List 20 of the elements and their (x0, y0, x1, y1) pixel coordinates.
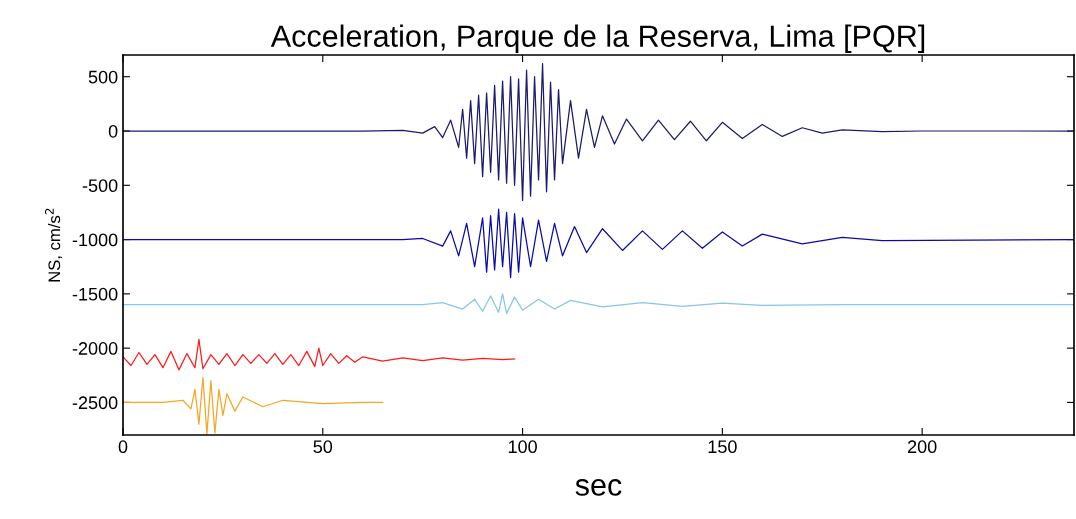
chart-title: Acceleration, Parque de la Reserva, Lima [PQR] (270, 24, 925, 54)
line-series (123, 376, 384, 435)
y-tick-label: -500 (82, 179, 118, 193)
y-axis-title: NS, cm/s$^{2}$ (45, 208, 63, 282)
y-tick-label: -1500 (72, 287, 118, 301)
x-tick-label: 200 (908, 440, 937, 454)
x-tick-label: 0 (118, 440, 128, 454)
line-series (123, 208, 1074, 279)
y-tick-label: -1000 (72, 233, 118, 247)
line-series (123, 63, 1074, 202)
x-tick-label: 50 (313, 440, 333, 454)
y-tick-label: -2500 (72, 396, 118, 410)
y-tick-label: 0 (108, 124, 118, 138)
x-tick-label: 100 (508, 440, 537, 454)
line-series (123, 338, 516, 371)
line-series (123, 293, 1074, 315)
x-tick-label: 150 (708, 440, 737, 454)
x-axis-title: sec (575, 479, 622, 496)
y-tick-label: -2000 (72, 342, 118, 355)
y-tick-label: 500 (88, 70, 118, 84)
